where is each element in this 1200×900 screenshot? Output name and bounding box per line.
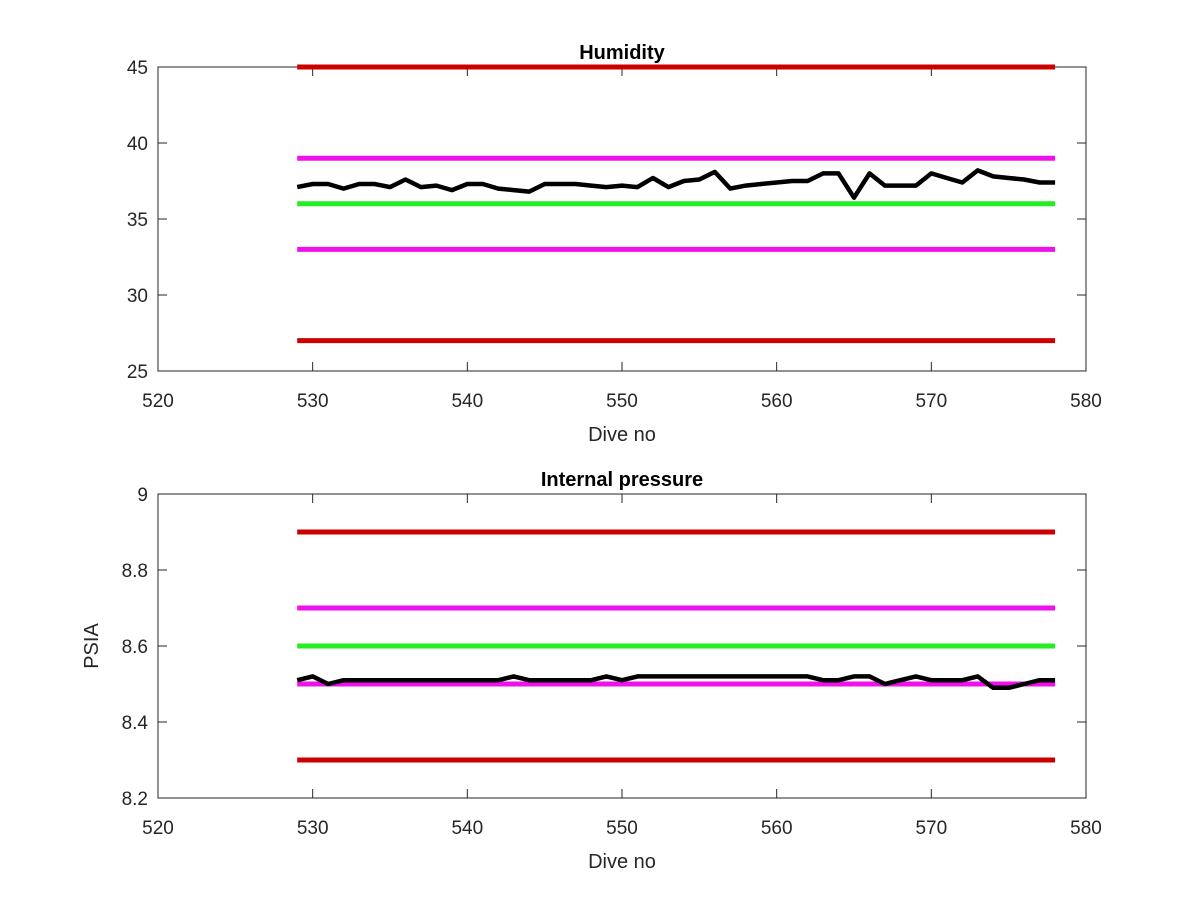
x-tick-label: 580 [1070,818,1102,839]
x-tick-label: 560 [761,818,793,839]
y-tick-label: 8.2 [122,789,148,810]
y-tick-label: 45 [127,58,148,79]
y-tick-label: 8.4 [122,713,149,734]
x-tick-label: 570 [915,818,947,839]
y-tick-label: 8.6 [122,637,148,658]
y-tick-label: 40 [127,134,148,155]
x-tick-label: 530 [297,391,329,412]
x-tick-label: 580 [1070,391,1102,412]
y-tick-label: 9 [137,485,148,506]
chart-panel-1: 520 530 540 550 560 570 580 25 30 35 40 45 Humidity D… [127,42,1102,446]
y-tick-label: 35 [127,210,148,231]
x-tick-label: 560 [761,391,793,412]
x-tick-label: 540 [451,391,483,412]
chart-title: Humidity [579,42,665,64]
x-tick-label: 550 [606,818,638,839]
chart-title: Internal pressure [541,469,703,491]
x-tick-label: 520 [142,391,174,412]
y-tick-label: 25 [127,362,148,383]
y-tick-label: 8.8 [122,561,148,582]
series-line [296,168,1056,200]
y-tick-label: 30 [127,286,148,307]
y-axis-label: PSIA [81,623,103,669]
axes-box [157,66,1087,372]
chart-panel-2: 520 530 540 550 560 570 580 8.2 8.4 8.6 8.8 9 Intern… [81,469,1102,873]
series-line [296,674,1056,691]
x-tick-label: 530 [297,818,329,839]
x-tick-label: 520 [142,818,174,839]
x-tick-label: 540 [451,818,483,839]
x-tick-label: 570 [915,391,947,412]
x-axis-label: Dive no [588,851,656,873]
x-axis-label: Dive no [588,424,656,446]
x-tick-label: 550 [606,391,638,412]
